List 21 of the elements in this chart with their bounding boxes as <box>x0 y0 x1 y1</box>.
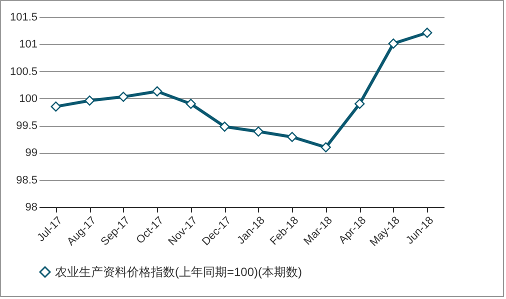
point <box>253 126 264 137</box>
y-tick-label: 99.5 <box>16 120 38 132</box>
point <box>152 86 162 96</box>
y-tick-label: 99 <box>25 147 38 160</box>
point <box>287 132 298 142</box>
point <box>320 142 331 152</box>
point <box>354 98 365 109</box>
y-tick-label: 100.5 <box>10 66 38 78</box>
y-tick-label: 101.5 <box>10 12 38 24</box>
y-tick-label: 98 <box>25 202 38 214</box>
point <box>388 38 398 49</box>
point <box>84 96 95 106</box>
y-tick-label: 100 <box>19 92 38 105</box>
point <box>186 98 196 109</box>
point <box>50 102 61 112</box>
y-tick-label: 98.5 <box>16 174 38 186</box>
point <box>220 122 230 132</box>
point <box>422 28 432 38</box>
point <box>118 92 128 102</box>
y-tick-label: 101 <box>19 38 38 51</box>
legend-label: 农业生产资料价格指数(上年同期=100)(本期数) <box>55 265 302 279</box>
